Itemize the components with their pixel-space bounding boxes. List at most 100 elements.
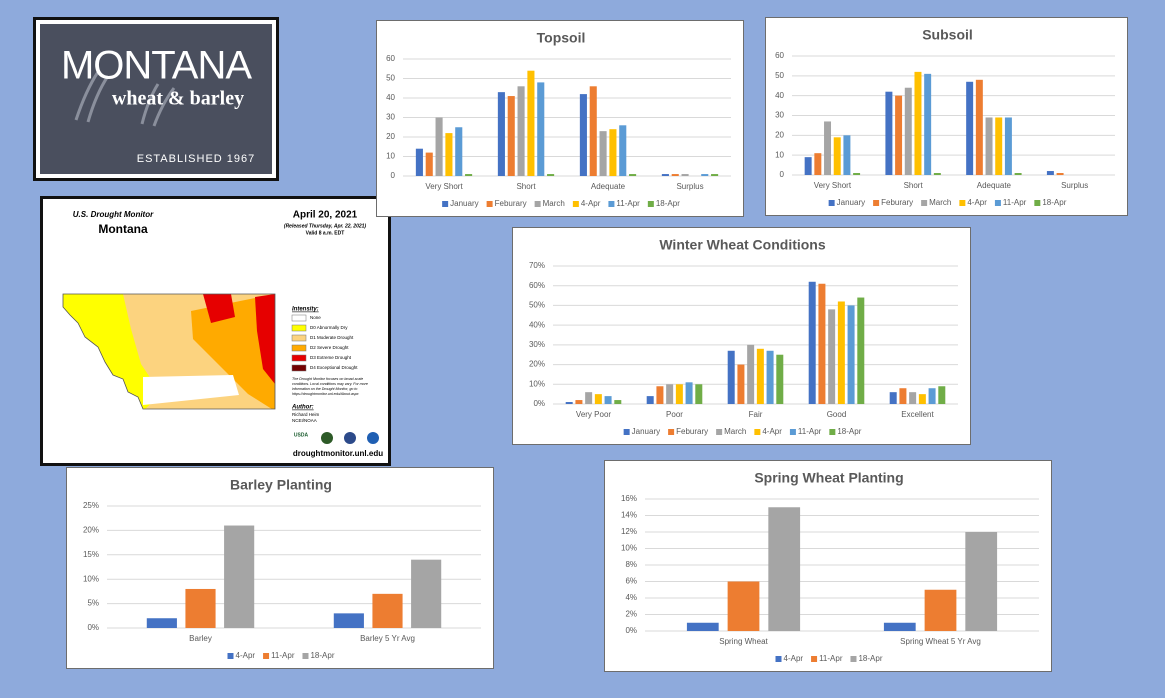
d2-area xyxy=(191,294,275,409)
y-tick-label: 2% xyxy=(625,610,637,619)
bar xyxy=(965,532,998,631)
y-tick-label: 20 xyxy=(386,132,395,141)
bar xyxy=(933,173,941,175)
legend-label: 18-Apr xyxy=(837,427,861,436)
y-tick-label: 0% xyxy=(625,626,637,635)
y-tick-label: 6% xyxy=(625,577,637,586)
legend-label: 11-Apr xyxy=(1003,198,1027,207)
legend-label: January xyxy=(450,199,478,208)
bar xyxy=(445,133,453,176)
bar xyxy=(224,525,255,628)
bar xyxy=(517,86,525,176)
legend-swatch xyxy=(608,201,615,207)
legend-label: 4-Apr xyxy=(581,199,601,208)
bar xyxy=(883,622,916,631)
map-date: April 20, 2021 xyxy=(293,210,358,221)
bar xyxy=(918,394,926,404)
x-tick-label: Fair xyxy=(749,410,763,419)
legend-swatch xyxy=(486,201,493,207)
chart-panel: Spring Wheat Planting 0% 2% 4% 6% 8% 10% 12% 14%… xyxy=(604,460,1052,672)
bar xyxy=(681,174,689,176)
bar xyxy=(818,283,826,404)
y-tick-label: 60 xyxy=(775,51,784,60)
none-area xyxy=(143,375,239,405)
bar xyxy=(594,394,602,404)
legend-swatch xyxy=(291,364,307,372)
bar xyxy=(685,382,693,404)
chart-title: Subsoil xyxy=(922,27,973,43)
bar xyxy=(646,396,654,404)
legend-swatch xyxy=(291,334,307,342)
y-tick-label: 60% xyxy=(529,281,545,290)
bar xyxy=(853,173,861,175)
chart-panel: Topsoil 0 10 20 30 40 50 60 Very Short Short Adequ… xyxy=(376,20,744,217)
y-tick-label: 50% xyxy=(529,301,545,310)
bar xyxy=(455,127,463,176)
legend-swatch xyxy=(623,429,630,435)
x-tick-label: Short xyxy=(516,182,536,191)
bar xyxy=(614,400,622,404)
y-tick-label: 16% xyxy=(621,494,637,503)
chart: Winter Wheat Conditions 0% 10% 20% 30% 40% 50%… xyxy=(529,237,958,436)
y-tick-label: 60 xyxy=(386,54,395,63)
y-tick-label: 40 xyxy=(775,91,784,100)
agency-logo xyxy=(367,432,379,444)
legend-swatch xyxy=(291,354,307,362)
bar xyxy=(914,71,922,175)
bar xyxy=(899,388,907,404)
legend-swatch xyxy=(291,344,307,352)
bar xyxy=(609,129,617,176)
bar xyxy=(629,174,637,176)
legend: January Feburary March 4-Apr 11-Apr 18-Apr xyxy=(442,199,680,208)
y-tick-label: 5% xyxy=(87,599,99,608)
legend: January Feburary March 4-Apr 11-Apr 18-Apr xyxy=(623,427,862,436)
legend-swatch xyxy=(442,201,449,207)
y-tick-label: 40% xyxy=(529,320,545,329)
bar xyxy=(585,392,593,404)
logo-name: MONTANA xyxy=(61,44,252,88)
map-note: information on the Drought Monitor, go t… xyxy=(292,387,357,391)
legend-label: 4-Apr xyxy=(236,651,256,660)
map-title: U.S. Drought Monitor xyxy=(73,210,154,219)
legend-swatch xyxy=(716,429,723,435)
bar xyxy=(843,135,851,175)
x-tick-label: Barley xyxy=(189,634,212,643)
bar xyxy=(599,131,607,176)
bar xyxy=(425,152,433,176)
legend-label: D4 Exceptional Drought xyxy=(310,365,358,370)
legend-label: 11-Apr xyxy=(798,427,822,436)
drought-map: U.S. Drought Monitor Montana April 20, 2… xyxy=(62,210,383,458)
y-tick-label: 0 xyxy=(391,171,396,180)
author-title: Author: xyxy=(291,405,314,411)
bar xyxy=(814,153,822,175)
x-tick-label: Barley 5 Yr Avg xyxy=(360,634,415,643)
legend-swatch xyxy=(291,324,307,332)
legend-label: March xyxy=(724,427,746,436)
bar xyxy=(804,157,812,175)
bar xyxy=(924,589,957,631)
y-tick-label: 8% xyxy=(625,560,637,569)
x-tick-label: Surplus xyxy=(1061,181,1088,190)
x-tick-label: Very Poor xyxy=(576,410,611,419)
d3-area xyxy=(255,294,275,384)
logo-panel: MONTANA wheat & barley ESTABLISHED 1967 xyxy=(33,17,279,181)
agency-logo xyxy=(321,432,333,444)
bar xyxy=(465,174,473,176)
bar xyxy=(747,344,755,404)
bar xyxy=(1056,173,1064,175)
x-tick-label: Surplus xyxy=(676,182,703,191)
d3-area xyxy=(203,294,235,323)
legend-swatch xyxy=(959,200,966,206)
legend-swatch xyxy=(828,200,835,206)
legend-label: 18-Apr xyxy=(858,654,882,663)
bar xyxy=(579,94,587,176)
y-tick-label: 10% xyxy=(621,544,637,553)
bar xyxy=(333,613,364,628)
y-tick-label: 25% xyxy=(83,501,99,510)
bar xyxy=(547,174,555,176)
bar xyxy=(666,384,674,404)
legend-swatch xyxy=(227,653,234,659)
map-note: conditions. Local conditions may vary. F… xyxy=(292,382,368,386)
legend-swatch xyxy=(789,429,796,435)
